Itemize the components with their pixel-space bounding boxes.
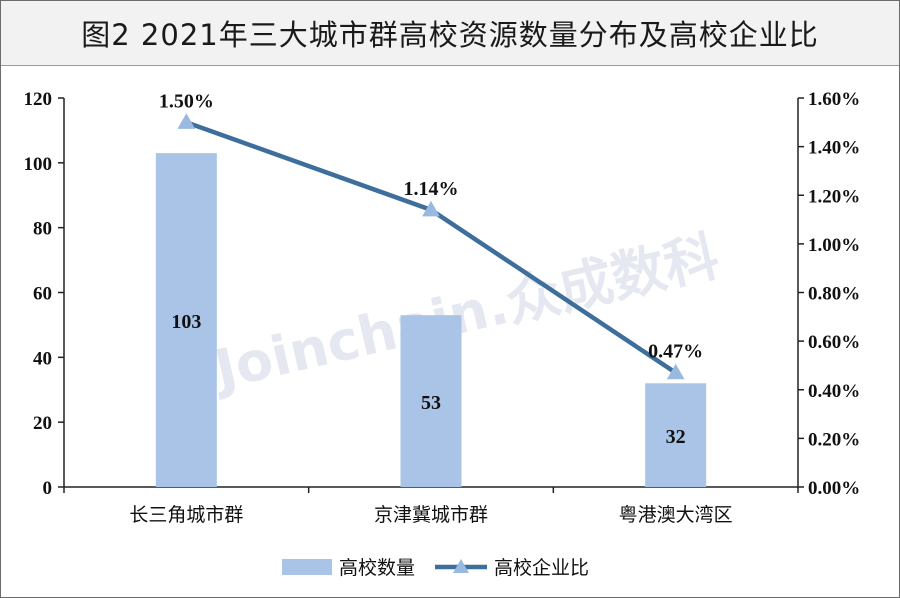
legend: 高校数量 高校企业比 — [282, 557, 589, 579]
y-left-tick-label: 20 — [33, 413, 52, 434]
y-right-tick-label: 1.00% — [808, 235, 860, 256]
chart-title: 图2 2021年三大城市群高校资源数量分布及高校企业比 — [81, 18, 819, 52]
y-left-tick-label: 80 — [33, 219, 52, 240]
line-point-marker — [422, 200, 440, 217]
legend-bar-swatch — [282, 559, 332, 575]
x-category-label: 粤港澳大湾区 — [619, 504, 733, 526]
y-right-tick-label: 1.20% — [808, 186, 860, 207]
line-point-marker — [177, 113, 196, 129]
y-left-tick-label: 40 — [33, 348, 52, 369]
y-left-tick-label: 60 — [33, 284, 52, 305]
legend-line-marker — [453, 559, 469, 573]
bar-data-label: 53 — [421, 392, 441, 414]
line-series: 1.50% 1.14% 0.47% — [159, 90, 703, 380]
y-right-tick-label: 0.60% — [808, 332, 860, 353]
x-category-label: 长三角城市群 — [129, 504, 243, 526]
y-right-tick-label: 0.00% — [808, 478, 860, 499]
y-left-tick-label: 0 — [43, 478, 53, 499]
bar — [400, 315, 462, 487]
bars: 103 53 32 — [155, 153, 707, 487]
y-right-tick-label: 1.40% — [808, 138, 860, 159]
line-data-label: 1.50% — [159, 90, 214, 112]
line-data-label: 1.14% — [404, 178, 459, 200]
line-point-marker — [666, 363, 685, 380]
bar — [645, 383, 707, 487]
legend-bar-label: 高校数量 — [339, 557, 415, 579]
bar-data-label: 32 — [666, 426, 686, 448]
bar-data-label: 103 — [171, 311, 201, 333]
y-right-tick-label: 0.20% — [808, 429, 860, 450]
watermark: Joinchain.众成数科 — [205, 224, 724, 402]
y-left-tick-label: 100 — [24, 154, 53, 175]
y-right-tick-label: 0.40% — [808, 381, 860, 402]
bar — [155, 153, 217, 487]
title-bar: 图2 2021年三大城市群高校资源数量分布及高校企业比 — [1, 1, 899, 66]
axes: 0 20 40 60 80 100 120 0.00% 0.20% 0.40% 0.60% 0.80%… — [24, 89, 861, 526]
y-right-tick-label: 0.80% — [808, 284, 860, 305]
line-data-label: 0.47% — [648, 341, 703, 363]
x-category-label: 京津冀城市群 — [374, 504, 488, 526]
legend-line-label: 高校企业比 — [494, 557, 589, 579]
y-left-tick-label: 120 — [24, 89, 53, 110]
y-right-tick-label: 1.60% — [808, 89, 860, 110]
